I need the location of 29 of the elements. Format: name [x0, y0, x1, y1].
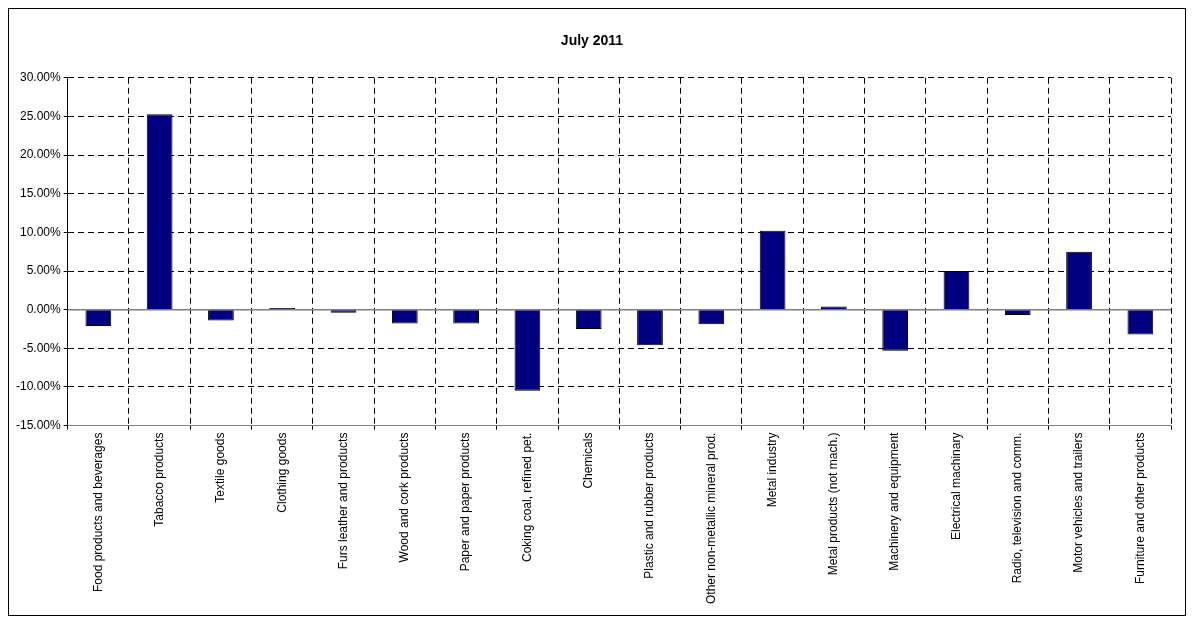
y-tick-label: -10.00%	[15, 379, 62, 394]
x-tick-label: Clothing goods	[274, 432, 289, 513]
chart-title: July 2011	[560, 32, 624, 49]
x-tick-label: Furniture and other products	[1132, 432, 1147, 585]
x-tick-label: Chemicals	[581, 432, 596, 489]
y-tick-label: 0.00%	[26, 301, 62, 316]
x-tick-label: Food products and beverages	[90, 432, 105, 593]
x-tick-label: Tabacco products	[151, 432, 166, 527]
x-tick-label: Wood and cork products	[397, 432, 412, 563]
y-tick-label: 15.00%	[19, 186, 62, 201]
x-tick-label: Furs leather and products	[335, 432, 350, 570]
x-tick-label: Paper and paper products	[458, 432, 473, 572]
x-tick-label: Radio, television and comm.	[1010, 432, 1025, 584]
x-tick-label: Other non-metallic mineral prod.	[703, 432, 718, 604]
x-tick-label: Electrical machinary	[948, 432, 963, 540]
y-tick-label: -5.00%	[22, 340, 62, 355]
y-tick-label: 10.00%	[19, 224, 62, 239]
x-tick-label: Plastic and rubber products	[642, 432, 657, 579]
y-tick-label: 25.00%	[19, 108, 62, 123]
x-tick-label: Motor vehicles and trailers	[1071, 432, 1086, 573]
x-tick-label: Metal industry	[764, 432, 779, 508]
x-tick-label: Machinery and equipment	[887, 431, 902, 571]
y-tick-label: 30.00%	[19, 70, 62, 85]
x-tick-label: Coking coal, refined pet.	[519, 432, 534, 563]
y-tick-label: 20.00%	[19, 147, 62, 162]
y-tick-label: -15.00%	[15, 417, 62, 432]
y-tick-label: 5.00%	[26, 263, 62, 278]
x-tick-label: Textile goods	[213, 432, 228, 503]
x-tick-label: Metal products (not mach.)	[826, 432, 841, 576]
